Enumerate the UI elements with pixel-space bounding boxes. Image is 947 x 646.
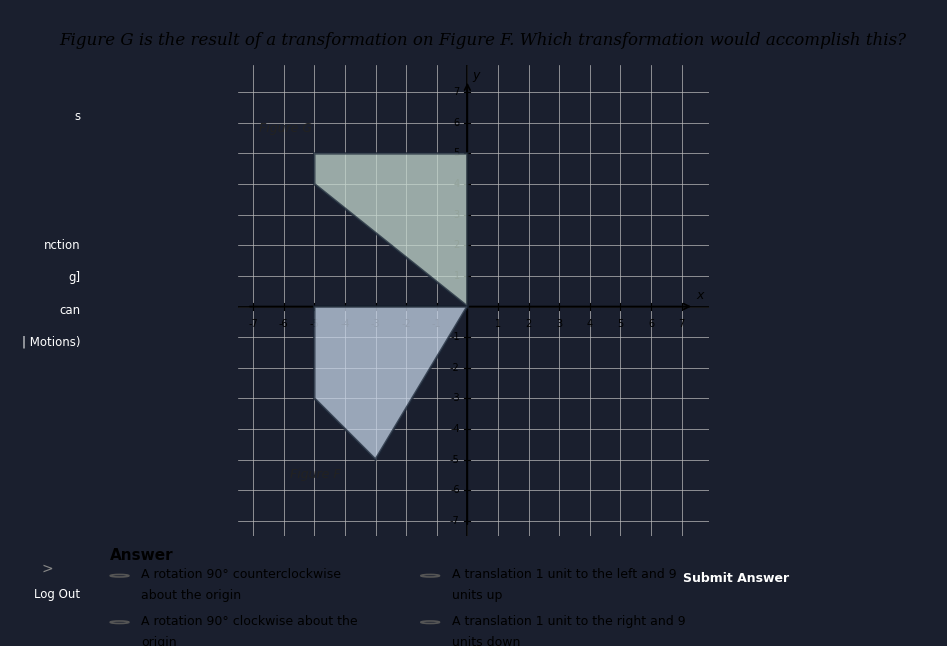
Text: | Motions): | Motions) bbox=[22, 336, 80, 349]
Text: x: x bbox=[696, 289, 704, 302]
Text: 6: 6 bbox=[454, 118, 459, 128]
Text: s: s bbox=[75, 110, 80, 123]
Text: Log Out: Log Out bbox=[34, 588, 80, 601]
Text: -5: -5 bbox=[310, 318, 319, 329]
Text: units up: units up bbox=[452, 589, 502, 602]
Text: 4: 4 bbox=[454, 179, 459, 189]
Text: A translation 1 unit to the left and 9: A translation 1 unit to the left and 9 bbox=[452, 568, 676, 581]
Text: A rotation 90° clockwise about the: A rotation 90° clockwise about the bbox=[141, 615, 358, 628]
Text: nction: nction bbox=[44, 239, 80, 252]
Text: about the origin: about the origin bbox=[141, 589, 241, 602]
Text: -1: -1 bbox=[450, 332, 459, 342]
Text: 1: 1 bbox=[495, 318, 501, 329]
Text: -1: -1 bbox=[432, 318, 441, 329]
Text: units down: units down bbox=[452, 636, 520, 646]
Text: g]: g] bbox=[68, 271, 80, 284]
Text: 7: 7 bbox=[679, 318, 685, 329]
Text: -6: -6 bbox=[450, 485, 459, 495]
Polygon shape bbox=[314, 153, 468, 306]
Text: >: > bbox=[42, 561, 53, 576]
Text: 5: 5 bbox=[617, 318, 624, 329]
Text: 1: 1 bbox=[454, 271, 459, 281]
Text: origin: origin bbox=[141, 636, 177, 646]
Text: y: y bbox=[472, 69, 479, 82]
Text: 3: 3 bbox=[454, 210, 459, 220]
Text: Figure G: Figure G bbox=[259, 122, 313, 135]
Text: 2: 2 bbox=[526, 318, 532, 329]
Text: 4: 4 bbox=[587, 318, 593, 329]
Text: -4: -4 bbox=[340, 318, 349, 329]
Text: A rotation 90° counterclockwise: A rotation 90° counterclockwise bbox=[141, 568, 341, 581]
Text: can: can bbox=[60, 304, 80, 317]
Text: -6: -6 bbox=[278, 318, 289, 329]
Text: -5: -5 bbox=[450, 455, 459, 464]
Text: 2: 2 bbox=[454, 240, 459, 250]
Text: Figure F: Figure F bbox=[290, 468, 340, 481]
Text: -3: -3 bbox=[370, 318, 381, 329]
Text: Answer: Answer bbox=[110, 548, 174, 563]
Text: -7: -7 bbox=[450, 516, 459, 526]
Text: -2: -2 bbox=[450, 363, 459, 373]
Text: A translation 1 unit to the right and 9: A translation 1 unit to the right and 9 bbox=[452, 615, 686, 628]
Text: 6: 6 bbox=[648, 318, 654, 329]
Polygon shape bbox=[314, 306, 468, 459]
Text: -2: -2 bbox=[402, 318, 411, 329]
Text: 7: 7 bbox=[454, 87, 459, 97]
Text: 3: 3 bbox=[556, 318, 563, 329]
Text: Submit Answer: Submit Answer bbox=[683, 572, 790, 585]
Text: 5: 5 bbox=[454, 149, 459, 158]
Text: -4: -4 bbox=[450, 424, 459, 434]
Text: -3: -3 bbox=[450, 393, 459, 403]
Text: -7: -7 bbox=[248, 318, 258, 329]
Text: Figure G is the result of a transformation on Figure F. Which transformation wou: Figure G is the result of a transformati… bbox=[60, 32, 906, 49]
